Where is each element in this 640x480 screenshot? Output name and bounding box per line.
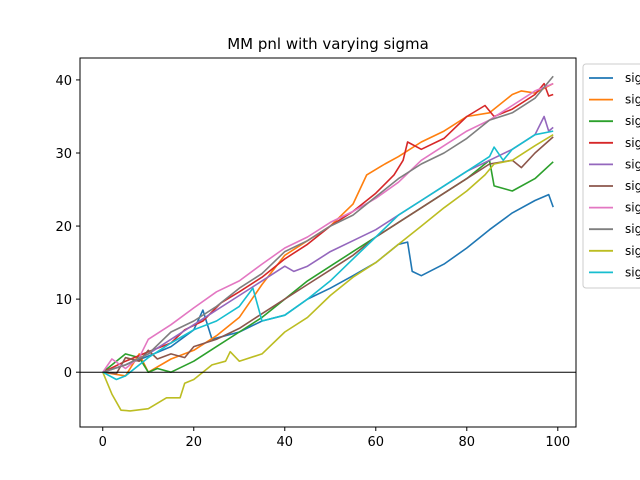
- axes-frame: [79, 57, 577, 428]
- series-line-2: [102, 82, 554, 377]
- plot-area: [80, 75, 576, 412]
- legend: sig sig sig sig sig sig sig sig sig sig: [582, 63, 640, 289]
- y-tick-label: 0: [64, 366, 72, 381]
- x-tick-label: 100: [545, 435, 570, 450]
- legend-label-9: sig: [625, 244, 640, 258]
- series-line-10: [102, 130, 554, 381]
- series-line-9: [102, 134, 554, 412]
- axes: 0 20 40 60 80 100 0 10 20 30 40: [55, 57, 577, 450]
- legend-box: [582, 63, 640, 289]
- series-line-8: [102, 75, 554, 373]
- chart-title: MM pnl with varying sigma: [227, 35, 429, 53]
- y-tick-label: 20: [55, 220, 72, 235]
- x-tick-label: 40: [276, 435, 293, 450]
- legend-label-2: sig: [625, 93, 640, 107]
- x-tick-label: 60: [368, 435, 385, 450]
- x-tick-label: 0: [99, 435, 107, 450]
- legend-label-10: sig: [625, 265, 640, 279]
- legend-label-3: sig: [625, 114, 640, 128]
- x-tick-label: 80: [459, 435, 476, 450]
- series-line-7: [102, 82, 554, 373]
- legend-label-6: sig: [625, 179, 640, 193]
- legend-label-7: sig: [625, 201, 640, 215]
- legend-label-1: sig: [625, 71, 640, 85]
- y-tick-label: 30: [55, 147, 72, 162]
- series-line-6: [102, 136, 554, 375]
- legend-label-4: sig: [625, 136, 640, 150]
- legend-label-5: sig: [625, 157, 640, 171]
- series-line-5: [102, 115, 554, 373]
- x-tick-label: 20: [185, 435, 202, 450]
- y-tick-label: 10: [55, 293, 72, 308]
- series-group: [80, 75, 576, 412]
- legend-label-8: sig: [625, 222, 640, 236]
- y-tick-label: 40: [55, 74, 72, 89]
